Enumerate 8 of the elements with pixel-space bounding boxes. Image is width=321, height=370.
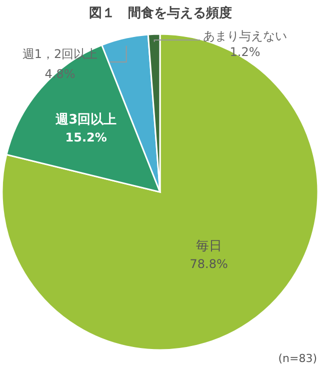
slice-label: あまり与えない — [203, 29, 287, 43]
data-label: 78.8% — [190, 257, 228, 272]
data-label: 15.2% — [65, 130, 107, 145]
chart-title: 図１ 間食を与える頻度 — [89, 5, 232, 21]
data-label: 1.2% — [230, 45, 260, 59]
slice-label: 週3回以上 — [54, 112, 117, 128]
text: (n=83) — [278, 352, 317, 365]
slice-label: 毎日 — [196, 239, 222, 254]
